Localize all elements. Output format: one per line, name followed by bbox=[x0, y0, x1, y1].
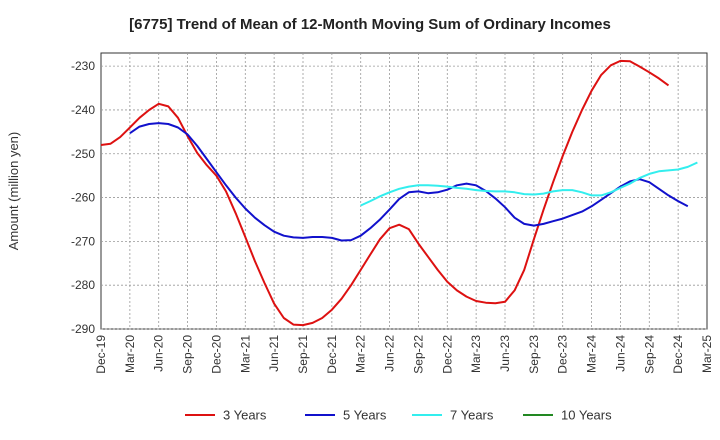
y-tick-label: -250 bbox=[71, 147, 95, 161]
series-line-7-years bbox=[360, 161, 698, 207]
y-tick-label: -240 bbox=[71, 103, 95, 117]
series-layer bbox=[100, 59, 698, 327]
x-tick-label: Mar-24 bbox=[585, 335, 599, 373]
y-tick-label: -290 bbox=[71, 322, 95, 336]
x-tick-label: Mar-23 bbox=[469, 335, 483, 373]
x-tick-label: Mar-22 bbox=[354, 335, 368, 373]
x-tick-label: Dec-22 bbox=[440, 335, 454, 374]
x-tick-label: Mar-21 bbox=[238, 335, 252, 373]
legend: 3 Years 5 Years 7 Years 10 Years bbox=[185, 408, 612, 423]
y-tick-label: -260 bbox=[71, 191, 95, 205]
series-line-5-years bbox=[129, 122, 689, 242]
x-tick-label: Mar-20 bbox=[123, 335, 137, 373]
x-tick-label: Sep-22 bbox=[411, 335, 425, 374]
legend-label-10-years: 10 Years bbox=[561, 408, 612, 423]
x-tick-label: Jun-23 bbox=[498, 335, 512, 372]
x-tick-label: Dec-19 bbox=[94, 335, 108, 374]
x-tick-label: Jun-21 bbox=[267, 335, 281, 372]
x-tick-label: Sep-20 bbox=[181, 335, 195, 374]
x-tick-label: Mar-25 bbox=[700, 335, 714, 373]
legend-label-3-years: 3 Years bbox=[223, 408, 267, 423]
plot-area bbox=[100, 52, 708, 330]
y-tick-label: -270 bbox=[71, 234, 95, 248]
legend-label-7-years: 7 Years bbox=[450, 408, 494, 423]
x-tick-label: Jun-24 bbox=[613, 335, 627, 372]
y-axis-label: Amount (million yen) bbox=[6, 132, 21, 251]
x-axis-ticks: Dec-19 Mar-20 Jun-20 Sep-20 Dec-20 Mar-21 Jun-… bbox=[94, 335, 714, 374]
x-tick-label: Sep-23 bbox=[527, 335, 541, 374]
grid-lines bbox=[101, 53, 707, 330]
x-tick-label: Dec-24 bbox=[671, 335, 685, 374]
x-tick-label: Jun-20 bbox=[152, 335, 166, 372]
x-tick-label: Dec-23 bbox=[556, 335, 570, 374]
y-axis-ticks: -230 -240 -250 -260 -270 -280 -290 bbox=[71, 59, 95, 336]
x-tick-label: Sep-24 bbox=[642, 335, 656, 374]
chart-title: [6775] Trend of Mean of 12-Month Moving … bbox=[129, 16, 611, 33]
legend-label-5-years: 5 Years bbox=[343, 408, 387, 423]
x-tick-label: Dec-21 bbox=[325, 335, 339, 374]
y-tick-label: -280 bbox=[71, 278, 95, 292]
series-line-3-years bbox=[100, 59, 670, 327]
y-tick-label: -230 bbox=[71, 59, 95, 73]
x-tick-label: Jun-22 bbox=[383, 335, 397, 372]
x-tick-label: Dec-20 bbox=[209, 335, 223, 374]
x-tick-label: Sep-21 bbox=[296, 335, 310, 374]
